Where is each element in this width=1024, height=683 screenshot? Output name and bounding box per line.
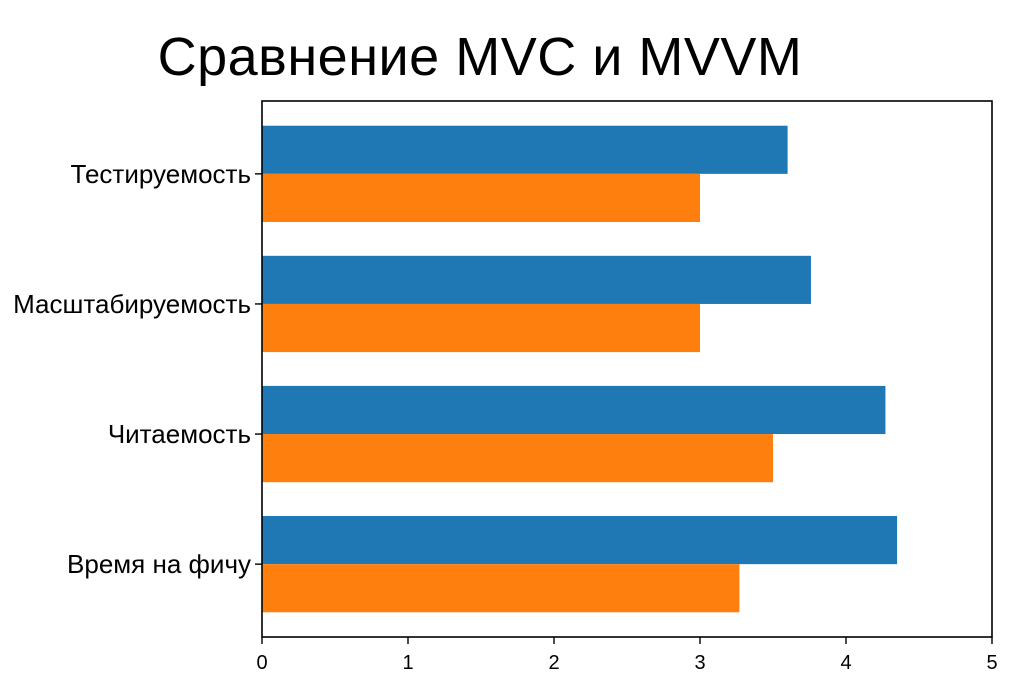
x-tick-label: 4 (840, 652, 851, 674)
x-tick-label: 2 (548, 652, 559, 674)
category-label: Читаемость (108, 419, 251, 449)
bar-series-1-cat-1 (262, 516, 898, 565)
chart-title: Сравнение MVC и MVVM (157, 27, 803, 87)
plot-frame (261, 100, 993, 638)
bar-series-1-cat-3 (262, 255, 811, 304)
x-tick-label: 1 (402, 652, 413, 674)
x-tick-label: 0 (256, 652, 267, 674)
bar-series-2-cat-2 (262, 434, 773, 483)
axes-layer (255, 100, 993, 644)
bar-series-1-cat-4 (262, 125, 788, 174)
x-tick-label: 5 (986, 652, 997, 674)
bar-series-1-cat-2 (262, 385, 886, 435)
labels-layer: 0 1 2 3 4 5 Время на фичу Читаемость Масштабируе… (13, 159, 997, 674)
category-label: Масштабируемость (13, 289, 251, 319)
bar-series-2-cat-4 (262, 173, 700, 222)
bar-series-2-cat-3 (262, 303, 700, 353)
x-tick-label: 3 (694, 652, 705, 674)
category-label: Тестируемость (71, 159, 251, 189)
bars-layer (262, 125, 898, 613)
category-label: Время на фичу (67, 549, 251, 579)
bar-series-2-cat-1 (262, 564, 740, 613)
